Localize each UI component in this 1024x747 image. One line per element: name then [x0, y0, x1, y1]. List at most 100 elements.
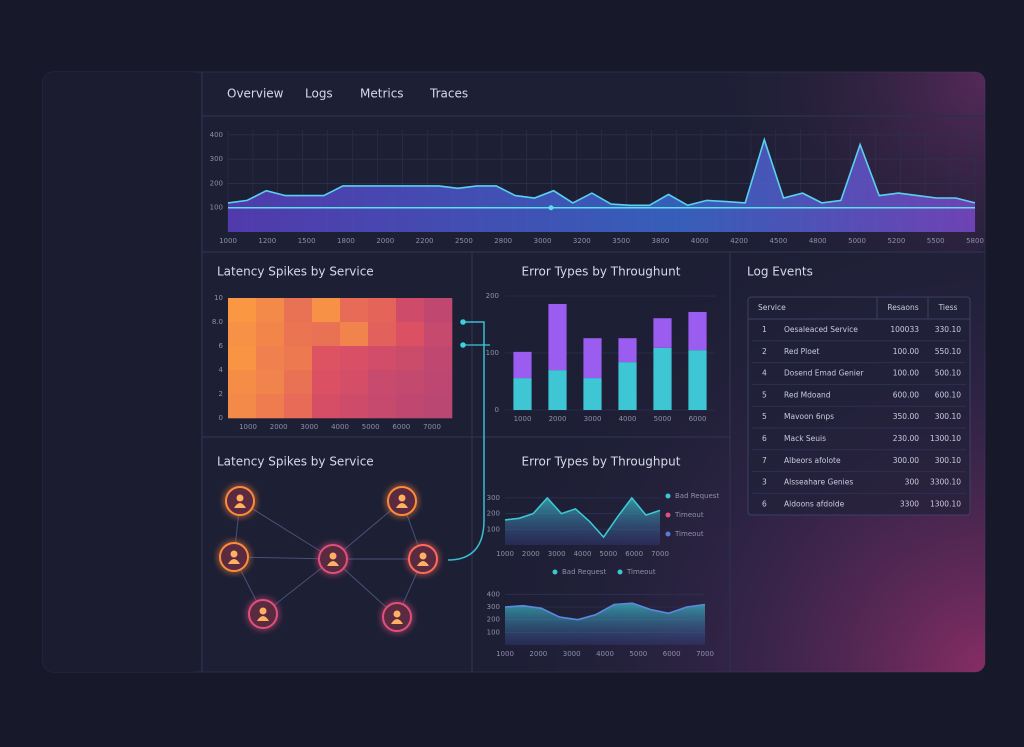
tab[interactable]: Logs: [305, 87, 333, 101]
x-tick-label: 3000: [548, 550, 566, 558]
heat-cell: [368, 370, 397, 395]
x-tick-label: 3000: [534, 237, 552, 245]
y-tick-label: 10: [214, 294, 223, 302]
x-tick-label: 2000: [549, 415, 567, 423]
table-cell: 300.10: [935, 412, 961, 421]
legend-label: Bad Request: [562, 568, 606, 576]
panel-title: Log Events: [747, 265, 813, 279]
column-header: Tiess: [938, 303, 958, 312]
line: [504, 496, 661, 539]
panel-title: Error Types by Throughput: [522, 455, 681, 469]
heat-cell: [228, 346, 257, 371]
heat-cell: [284, 394, 313, 419]
table-cell: 6: [762, 434, 767, 443]
table-cell: 2: [762, 347, 767, 356]
table-cell: 100.00: [893, 347, 919, 356]
line: [504, 602, 706, 621]
x-tick-label: 4500: [770, 237, 788, 245]
threshold-dot: [548, 205, 554, 211]
x-tick-label: 5000: [654, 415, 672, 423]
heat-cell: [396, 346, 425, 371]
x-tick-label: 4800: [809, 237, 827, 245]
panel-title: Latency Spikes by Service: [217, 265, 374, 279]
node-icon-head: [398, 494, 406, 502]
x-tick-label: 5000: [848, 237, 866, 245]
heat-cell: [424, 394, 453, 419]
x-tick-label: 1000: [514, 415, 532, 423]
table-cell: 550.10: [935, 347, 961, 356]
y-tick-label: 0: [495, 406, 499, 414]
heat-cell: [228, 370, 257, 395]
legend-label: Timeout: [626, 568, 656, 576]
node-icon-body: [417, 561, 429, 566]
x-tick-label: 6000: [625, 550, 643, 558]
tab[interactable]: Overview: [227, 87, 284, 101]
x-tick-label: 5500: [927, 237, 945, 245]
x-tick-label: 5000: [362, 423, 380, 431]
y-tick-label: 4: [219, 366, 224, 374]
heat-cell: [396, 370, 425, 395]
heat-cell: [340, 322, 369, 347]
area: [505, 497, 660, 545]
table-cell: 600.00: [893, 390, 919, 399]
legend-label: Timeout: [674, 530, 704, 538]
node-icon-body: [391, 619, 403, 624]
heat-cell: [424, 298, 453, 323]
node-icon-body: [257, 616, 269, 621]
bar-segment: [513, 351, 532, 379]
bar-segment: [653, 347, 672, 410]
heat-cell: [228, 394, 257, 419]
x-tick-label: 4000: [574, 550, 592, 558]
panel-title: Error Types by Throughunt: [522, 265, 681, 279]
connector: [447, 319, 490, 561]
bar-segment: [688, 311, 707, 351]
y-tick-label: 200: [486, 292, 499, 300]
column-header: Resaons: [887, 303, 918, 312]
table-cell: Red Mdoand: [784, 390, 831, 399]
table-cell: 6: [762, 499, 767, 508]
table-cell: 300: [905, 478, 920, 487]
table-cell: Oesaleaced Service: [784, 325, 858, 334]
table-cell: 3300: [900, 499, 919, 508]
x-tick-label: 5200: [887, 237, 905, 245]
bar-segment: [618, 362, 637, 410]
heat-cell: [340, 346, 369, 371]
heat-cell: [424, 370, 453, 395]
table-cell: 300.00: [893, 456, 919, 465]
heat-cell: [340, 394, 369, 419]
table-cell: 100.00: [893, 369, 919, 378]
line: [227, 137, 976, 207]
table-cell: 5: [762, 390, 767, 399]
bar-segment: [548, 303, 567, 371]
heat-cell: [312, 346, 341, 371]
heat-cell: [256, 298, 285, 323]
x-tick-label: 3000: [300, 423, 318, 431]
panel-title: Latency Spikes by Service: [217, 455, 374, 469]
tab[interactable]: Metrics: [360, 87, 404, 101]
bar-segment: [618, 338, 637, 363]
x-tick-label: 5000: [629, 650, 647, 658]
node-icon-head: [236, 494, 244, 502]
heat-cell: [284, 298, 313, 323]
bar-segment: [653, 318, 672, 348]
node-icon-body: [234, 503, 246, 508]
table-cell: Red Ploet: [784, 347, 819, 356]
legend-label: Bad Request: [675, 492, 719, 500]
table-cell: 1300.10: [930, 499, 961, 508]
x-tick-label: 2200: [416, 237, 434, 245]
heat-cell: [256, 394, 285, 419]
y-tick-label: 300: [487, 603, 500, 611]
x-tick-label: 4000: [691, 237, 709, 245]
network-diagram: [217, 484, 440, 634]
y-tick-label: 8.0: [212, 318, 223, 326]
tab-bar: Overview Logs Metrics Traces: [227, 87, 468, 101]
sidebar: [43, 72, 202, 672]
x-tick-label: 7000: [651, 550, 669, 558]
node-icon-body: [228, 559, 240, 564]
tab[interactable]: Traces: [429, 87, 468, 101]
node-icon-body: [327, 561, 339, 566]
node-icon-head: [393, 610, 401, 618]
table-cell: 500.10: [935, 369, 961, 378]
table-cell: 1300.10: [930, 434, 961, 443]
heat-cell: [424, 346, 453, 371]
